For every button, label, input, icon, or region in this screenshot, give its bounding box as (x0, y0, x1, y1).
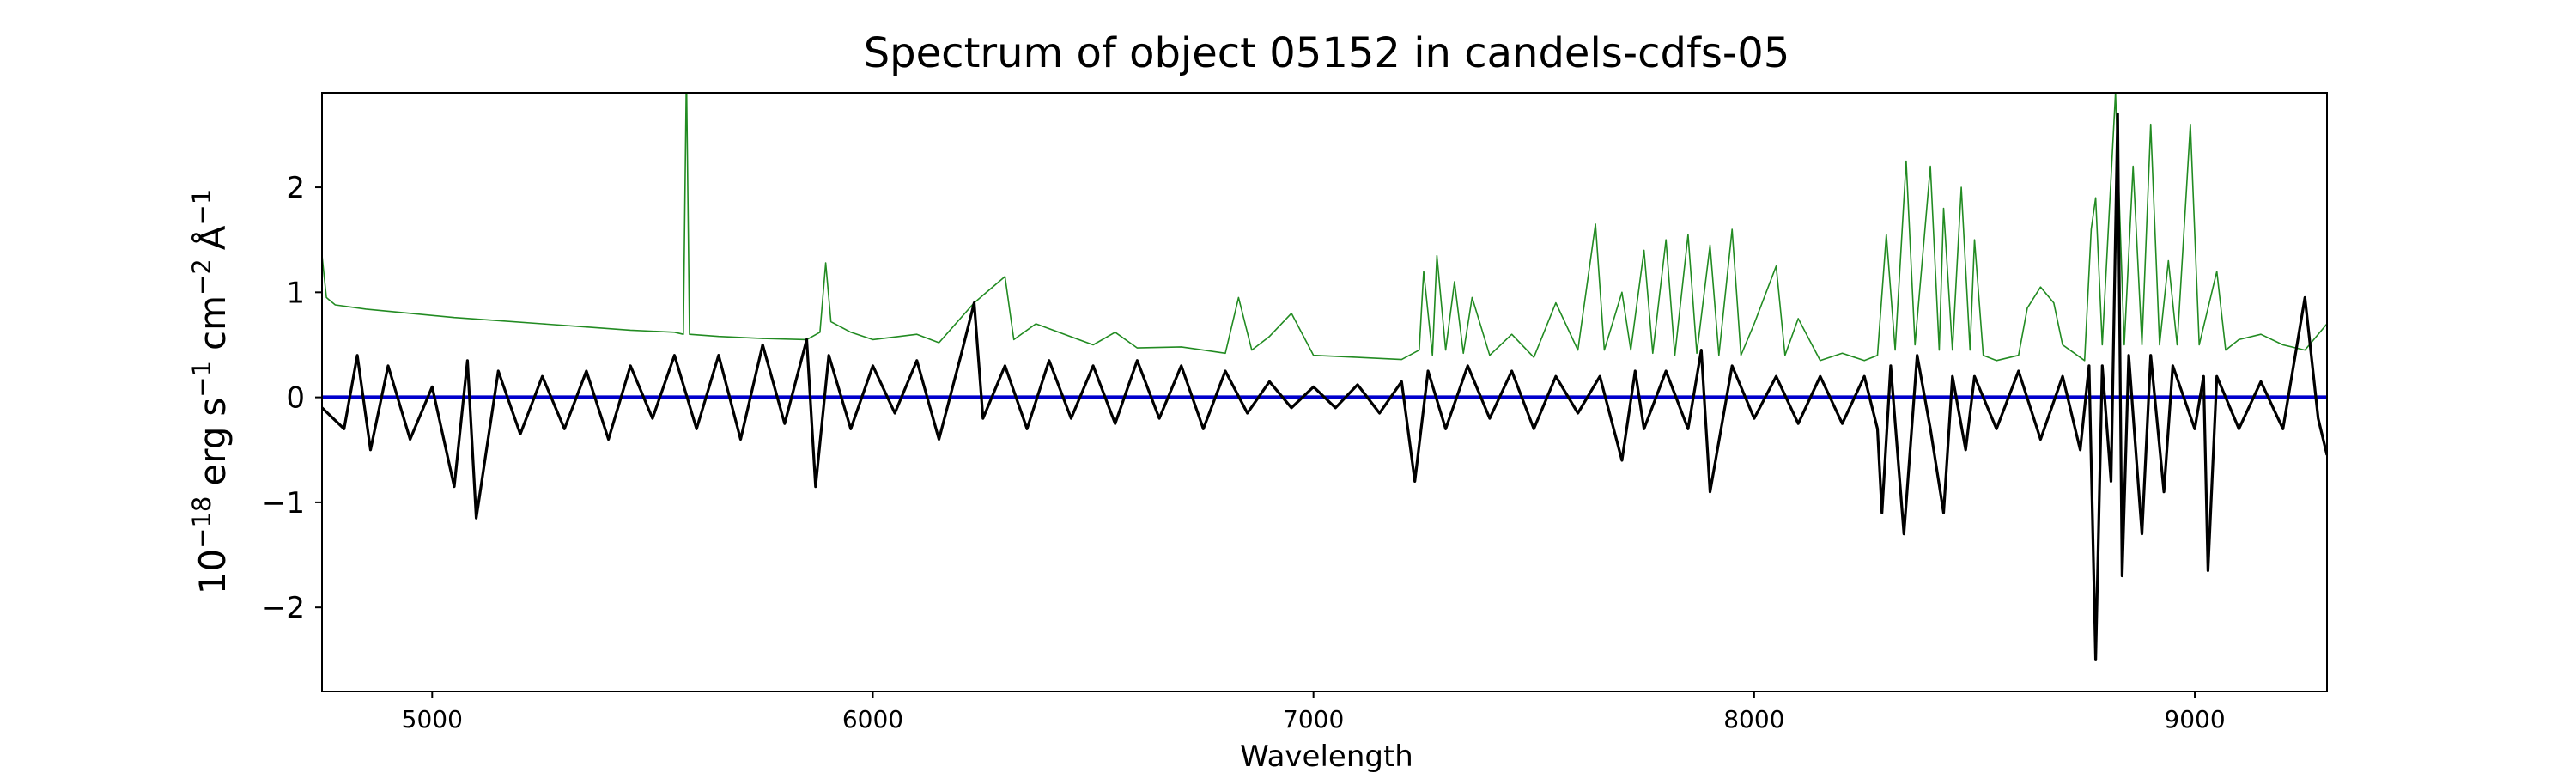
x-axis-label: Wavelength (1240, 740, 1413, 773)
y-label-power: −18 (187, 496, 216, 549)
x-tick-label: 5000 (402, 705, 463, 733)
y-label-s: s (191, 398, 234, 417)
x-tick-label: 9000 (2164, 705, 2225, 733)
y-tick-label: −2 (262, 591, 305, 625)
x-tick-label: 7000 (1283, 705, 1344, 733)
y-axis-label: 10−18ergs−1cm−2Å−1 (187, 189, 234, 595)
error-series-line (322, 93, 2327, 362)
y-tick-label: 0 (286, 381, 305, 416)
x-tick-label: 8000 (1723, 705, 1784, 733)
y-label-cm: cm (191, 295, 234, 350)
y-tick-label: 1 (286, 276, 305, 310)
y-label-cm-exp: −2 (187, 259, 216, 295)
x-axis: 5000 6000 7000 8000 9000 (402, 691, 2226, 733)
chart-title: Spectrum of object 05152 in candels-cdfs… (864, 29, 1790, 77)
y-label-erg: erg (191, 427, 234, 486)
y-axis: −2 −1 0 1 2 (262, 171, 322, 625)
flux-series-line (322, 112, 2327, 661)
y-tick-label: 2 (286, 171, 305, 205)
series-layer (322, 93, 2327, 661)
x-tick-label: 6000 (842, 705, 903, 733)
y-label-s-exp: −1 (187, 361, 216, 398)
y-tick-label: −1 (262, 486, 305, 520)
plot-frame (321, 92, 2328, 692)
y-label-base: 10 (191, 549, 234, 594)
y-label-unit: Å (191, 225, 234, 250)
y-label-unit-exp: −1 (187, 189, 216, 226)
